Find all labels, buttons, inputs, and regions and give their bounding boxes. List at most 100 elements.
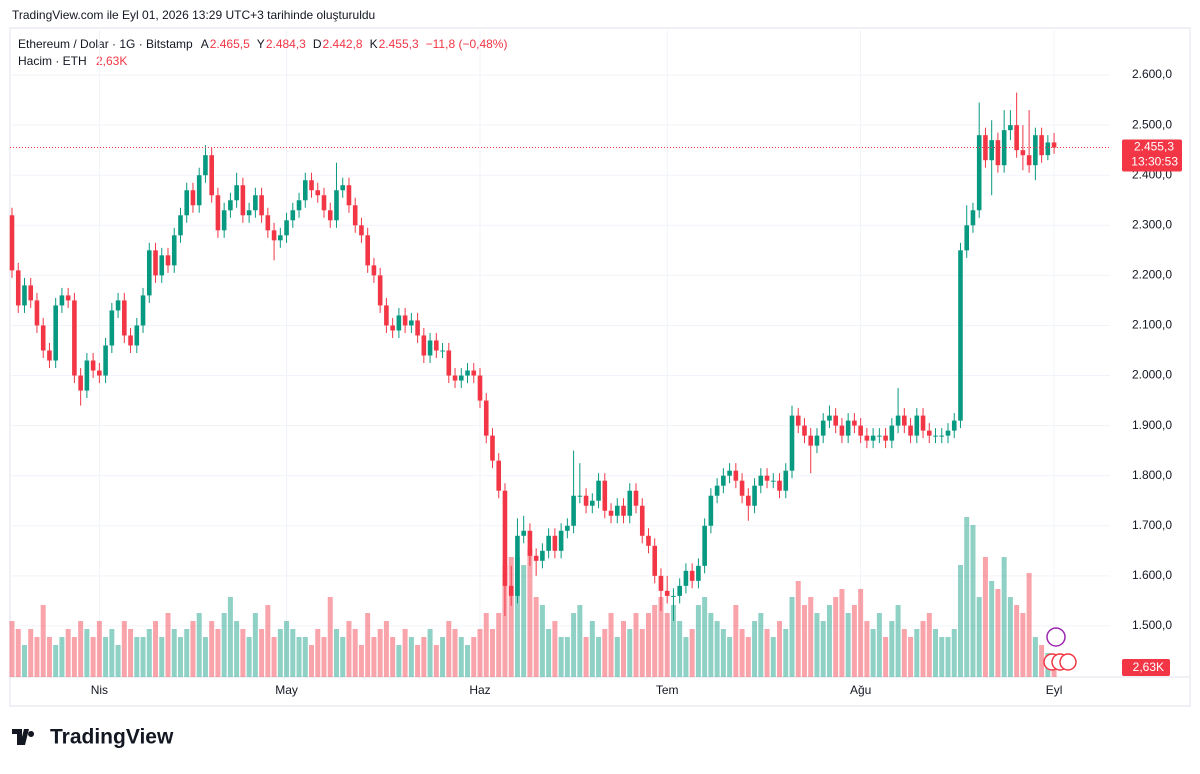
candle-body — [434, 340, 439, 351]
volume-bar — [571, 613, 577, 677]
volume-bar — [90, 637, 96, 677]
candle-body — [870, 435, 876, 441]
candle-body — [958, 250, 963, 421]
volume-tag-value: 2,63K — [1133, 660, 1164, 674]
candle-body — [159, 255, 165, 276]
volume-bar — [128, 629, 134, 677]
candle-body — [78, 375, 83, 391]
x-tick-label: Eyl — [1046, 683, 1063, 697]
legend-key: D — [313, 37, 322, 51]
candle-body — [839, 425, 845, 436]
volume-bar — [670, 605, 676, 677]
candle-body — [976, 135, 982, 211]
candle-body — [602, 480, 608, 511]
volume-bar — [720, 629, 726, 677]
volume-bar — [296, 637, 302, 677]
legend-key: K — [370, 37, 378, 51]
volume-bar — [920, 621, 926, 677]
volume-bar — [876, 613, 882, 677]
volume-bar — [333, 629, 339, 677]
volume-bar — [227, 597, 233, 677]
candle-body — [845, 420, 851, 436]
legend-value: 2.465,5 — [210, 37, 250, 51]
volume-bar — [533, 597, 539, 677]
volume-bar — [115, 645, 121, 677]
volume-bar — [1039, 645, 1045, 677]
candle-body — [53, 305, 58, 361]
candle-body — [1014, 125, 1019, 151]
candle-body — [496, 460, 502, 491]
volume-bar — [46, 637, 52, 677]
volume-bar — [383, 621, 389, 677]
candle-body — [970, 210, 976, 226]
volume-bar — [558, 637, 564, 677]
volume-bar — [683, 637, 689, 677]
candle-body — [877, 435, 882, 437]
volume-bar — [602, 629, 608, 677]
volume-bar — [371, 637, 377, 677]
candle-body — [384, 305, 389, 326]
volume-bar — [96, 621, 102, 677]
y-tick-label: 2.000,0 — [1132, 368, 1172, 382]
candle-body — [440, 350, 445, 352]
candle-body — [84, 360, 90, 391]
candle-body — [1045, 142, 1051, 156]
candle-body — [926, 430, 932, 436]
volume-bar — [71, 637, 77, 677]
candle-body — [671, 595, 676, 597]
volume-bar — [508, 557, 514, 677]
candle-body — [621, 505, 626, 516]
candle-body — [808, 435, 814, 446]
candle-body — [646, 535, 651, 546]
volume-bar — [415, 645, 421, 677]
volume-bar — [745, 637, 751, 677]
candle-body — [246, 210, 252, 216]
volume-bar — [589, 621, 595, 677]
candle-body — [490, 435, 495, 461]
candle-body — [458, 375, 464, 381]
candles — [9, 92, 1057, 621]
volume-bar — [739, 629, 745, 677]
volume-bar — [352, 629, 358, 677]
candle-body — [883, 435, 888, 441]
volume-bar — [577, 605, 583, 677]
volume-bar — [15, 629, 21, 677]
candle-body — [951, 420, 957, 431]
candle-body — [920, 415, 926, 431]
candle-body — [583, 495, 589, 506]
volume-bar — [714, 621, 720, 677]
volume-bar — [789, 597, 795, 677]
candle-body — [827, 415, 832, 421]
volume-bar — [695, 605, 701, 677]
volume-bar — [527, 549, 533, 677]
candle-body — [521, 530, 526, 536]
candle-body — [396, 315, 402, 331]
candle-body — [390, 325, 395, 331]
candle-body — [552, 535, 558, 551]
legend-key: A — [201, 37, 209, 51]
volume-bar — [452, 629, 458, 677]
candle-body — [471, 370, 477, 376]
candle-body — [90, 360, 96, 371]
volume-bar — [801, 605, 807, 677]
volume-bar — [564, 637, 570, 677]
candle-body — [221, 210, 227, 231]
logo-mark — [12, 729, 35, 745]
candle-body — [721, 475, 726, 486]
volume-bar — [34, 637, 40, 677]
candle-body — [783, 470, 789, 491]
volume-bar — [645, 613, 651, 677]
candle-body — [421, 335, 427, 356]
volume-bar — [939, 637, 945, 677]
candle-body — [340, 185, 346, 191]
candle-body — [802, 425, 807, 436]
volume-bar — [277, 629, 283, 677]
candle-body — [714, 485, 720, 496]
volume-bar — [1032, 637, 1038, 677]
volume-bar — [764, 629, 770, 677]
volume-bar — [664, 613, 670, 677]
volume-bar — [240, 629, 246, 677]
legend-value: 2.442,8 — [323, 37, 363, 51]
volume-bar — [146, 629, 152, 677]
volume-bar — [758, 613, 764, 677]
